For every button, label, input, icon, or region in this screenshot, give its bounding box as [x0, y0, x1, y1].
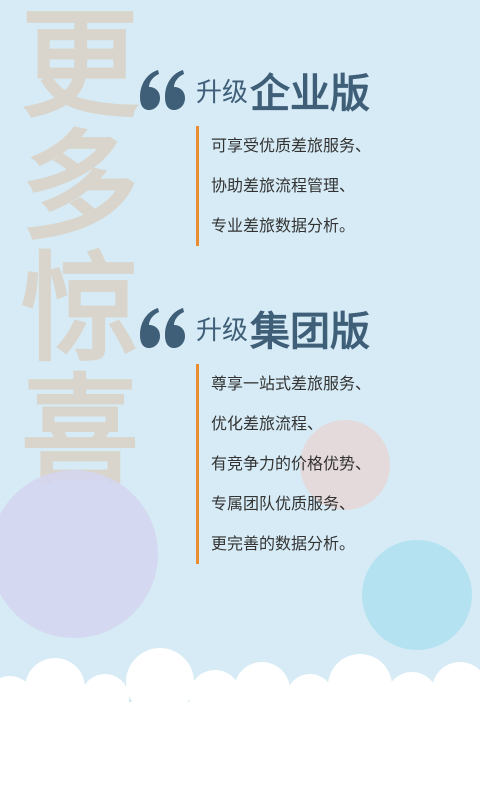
bg-char-1: 更 [20, 0, 139, 134]
heading-prefix: 升级 [196, 315, 249, 346]
quote-icon [140, 308, 185, 348]
decor-circle-peach [300, 420, 390, 510]
benefit-list: 可享受优质差旅服务、 协助差旅流程管理、 专业差旅数据分析。 [196, 126, 468, 246]
bg-char-3: 惊 [20, 240, 139, 378]
heading-title: 集团版 [250, 309, 371, 355]
list-item: 专业差旅数据分析。 [211, 216, 356, 235]
list-item: 优化差旅流程、 [211, 414, 324, 433]
heading-title: 企业版 [250, 71, 371, 117]
cloud-footer [0, 648, 480, 800]
decor-circle-lavender [0, 470, 158, 638]
section-enterprise: 升级 企业版 可享受优质差旅服务、 协助差旅流程管理、 专业差旅数据分析。 [138, 64, 468, 246]
list-item: 更完善的数据分析。 [211, 534, 356, 553]
heading-prefix: 升级 [196, 77, 249, 108]
list-item: 专属团队优质服务、 [211, 494, 356, 513]
decor-circle-cyan [362, 540, 472, 650]
list-item: 有竞争力的价格优势、 [211, 454, 372, 473]
list-item: 尊享一站式差旅服务、 [211, 374, 372, 393]
benefit-list: 尊享一站式差旅服务、 优化差旅流程、 有竞争力的价格优势、 专属团队优质服务、 … [196, 364, 468, 564]
list-item: 可享受优质差旅服务、 [211, 136, 372, 155]
list-item: 协助差旅流程管理、 [211, 176, 356, 195]
section-heading: 升级 集团版 [138, 302, 468, 355]
section-group: 升级 集团版 尊享一站式差旅服务、 优化差旅流程、 有竞争力的价格优势、 专属团… [138, 302, 468, 564]
section-heading: 升级 企业版 [138, 64, 468, 117]
bg-char-2: 多 [20, 118, 139, 256]
quote-icon [140, 70, 185, 110]
